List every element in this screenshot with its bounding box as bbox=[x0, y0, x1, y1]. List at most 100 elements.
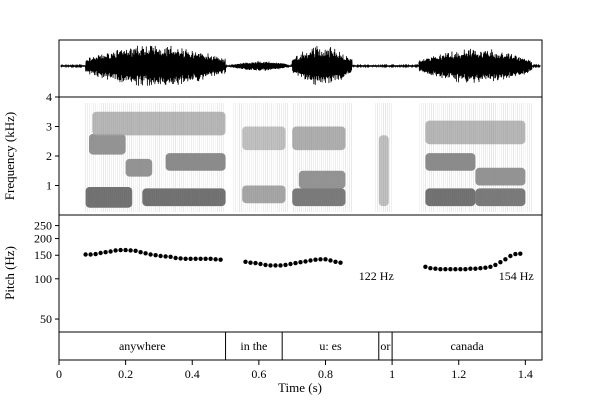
pitch-point-43 bbox=[318, 257, 323, 262]
pitch-point-38 bbox=[293, 260, 298, 266]
pitch-point-46 bbox=[333, 259, 338, 264]
pitch-point-6 bbox=[113, 248, 118, 253]
pitch-point-21 bbox=[188, 256, 193, 261]
pitch-point-49 bbox=[428, 266, 433, 271]
spectrogram-band-6 bbox=[242, 185, 286, 204]
x-tick-label-1: 0.2 bbox=[118, 367, 133, 381]
pitch-point-37 bbox=[288, 261, 293, 267]
pitch-point-48 bbox=[423, 264, 428, 269]
pitch-point-30 bbox=[253, 260, 258, 266]
pitch-point-7 bbox=[118, 247, 123, 253]
spectrogram-tick-label-3: 3 bbox=[46, 120, 52, 134]
spectrogram-band-10 bbox=[292, 126, 346, 151]
spectrogram-tick-label-2: 2 bbox=[46, 149, 52, 163]
pitch-point-33 bbox=[268, 263, 273, 268]
spectrogram-band-3 bbox=[142, 188, 226, 207]
pitch-point-52 bbox=[443, 267, 448, 272]
pitch-point-55 bbox=[458, 267, 463, 272]
pitch-point-19 bbox=[178, 256, 183, 261]
pitch-point-4 bbox=[103, 250, 108, 255]
pitch-point-9 bbox=[128, 248, 133, 253]
pitch-point-64 bbox=[503, 257, 508, 262]
pitch-point-31 bbox=[258, 261, 263, 267]
pitch-point-57 bbox=[468, 266, 473, 271]
pitch-point-67 bbox=[518, 251, 523, 256]
pitch-point-65 bbox=[508, 253, 513, 259]
tier-frame bbox=[58, 331, 543, 361]
waveform-line bbox=[60, 45, 541, 86]
spectrogram-band-12 bbox=[425, 188, 476, 207]
spectrogram-band-11 bbox=[378, 135, 389, 207]
pitch-point-63 bbox=[498, 260, 503, 265]
pitch-point-14 bbox=[153, 253, 158, 258]
spectrogram-band-9 bbox=[298, 170, 346, 189]
pitch-point-60 bbox=[483, 265, 488, 270]
pitch-point-40 bbox=[303, 259, 308, 264]
pitch-point-32 bbox=[263, 262, 268, 268]
pitch-point-22 bbox=[193, 256, 198, 261]
pitch-points bbox=[83, 247, 523, 272]
tier-label-3: or bbox=[380, 339, 390, 353]
x-tick-label-2: 0.4 bbox=[185, 367, 200, 381]
pitch-point-5 bbox=[108, 249, 113, 254]
pitch-point-20 bbox=[183, 256, 188, 261]
pitch-point-58 bbox=[473, 266, 478, 271]
pitch-point-23 bbox=[198, 256, 203, 261]
pitch-point-39 bbox=[298, 260, 303, 265]
pitch-point-27 bbox=[218, 257, 223, 262]
spectrogram-band-5 bbox=[92, 111, 226, 136]
pitch-tick-label-100: 100 bbox=[34, 272, 52, 286]
pitch-point-44 bbox=[323, 257, 328, 262]
pitch-point-25 bbox=[208, 256, 213, 261]
tier-label-0: anywhere bbox=[119, 339, 166, 353]
pitch-point-12 bbox=[143, 251, 148, 256]
spectrogram-y-label: Frequency (kHz) bbox=[2, 112, 17, 200]
pitch-point-50 bbox=[433, 266, 438, 271]
pitch-point-34 bbox=[273, 263, 278, 268]
pitch-point-15 bbox=[158, 253, 163, 259]
x-tick-label-3: 0.6 bbox=[251, 367, 266, 381]
pitch-point-28 bbox=[243, 259, 248, 264]
tier-label-4: canada bbox=[450, 339, 484, 353]
pitch-point-56 bbox=[463, 267, 468, 272]
spectrogram-tick-label-4: 4 bbox=[46, 90, 52, 104]
spectrogram-panel: 1 2 3 4 Frequency (kHz) bbox=[2, 90, 543, 216]
text-tier: anywhere in the u: es or canada bbox=[58, 331, 543, 361]
waveform-panel bbox=[58, 39, 543, 98]
pitch-point-62 bbox=[493, 262, 498, 268]
pitch-annotation-1: 154 Hz bbox=[499, 269, 534, 283]
pitch-tick-label-150: 150 bbox=[34, 248, 52, 262]
waveform-trace bbox=[60, 45, 541, 86]
x-tick-label-7: 1.4 bbox=[518, 367, 533, 381]
pitch-point-3 bbox=[98, 250, 103, 256]
pitch-point-1 bbox=[88, 252, 93, 257]
pitch-point-13 bbox=[148, 252, 153, 257]
spectrogram-band-16 bbox=[425, 120, 526, 145]
pitch-annotations: 122 Hz 154 Hz bbox=[359, 269, 534, 283]
spectrogram-band-0 bbox=[85, 187, 133, 208]
spectrogram-band-4 bbox=[165, 153, 226, 171]
spectrogram-band-2 bbox=[125, 158, 153, 177]
pitch-point-59 bbox=[478, 266, 483, 271]
x-tick-label-0: 0 bbox=[56, 367, 62, 381]
pitch-point-41 bbox=[308, 258, 313, 263]
pitch-point-8 bbox=[123, 247, 128, 253]
pitch-y-label: Pitch (Hz) bbox=[2, 246, 17, 300]
pitch-point-47 bbox=[338, 260, 343, 265]
pitch-point-0 bbox=[83, 252, 88, 257]
spectrogram-band-15 bbox=[475, 167, 526, 186]
x-axis-label: Time (s) bbox=[278, 380, 322, 395]
spectrogram-band-1 bbox=[89, 133, 126, 155]
tier-label-1: in the bbox=[240, 339, 267, 353]
x-tick-label-4: 0.8 bbox=[318, 367, 333, 381]
pitch-point-45 bbox=[328, 258, 333, 263]
spectrogram-y-ticks: 1 2 3 4 bbox=[46, 90, 59, 193]
pitch-point-18 bbox=[173, 255, 178, 261]
x-tick-label-6: 1.2 bbox=[451, 367, 466, 381]
pitch-point-16 bbox=[163, 254, 168, 259]
x-axis: 0 0.2 0.4 0.6 0.8 1 1.2 1.4 bbox=[56, 360, 533, 381]
pitch-point-42 bbox=[313, 257, 318, 262]
